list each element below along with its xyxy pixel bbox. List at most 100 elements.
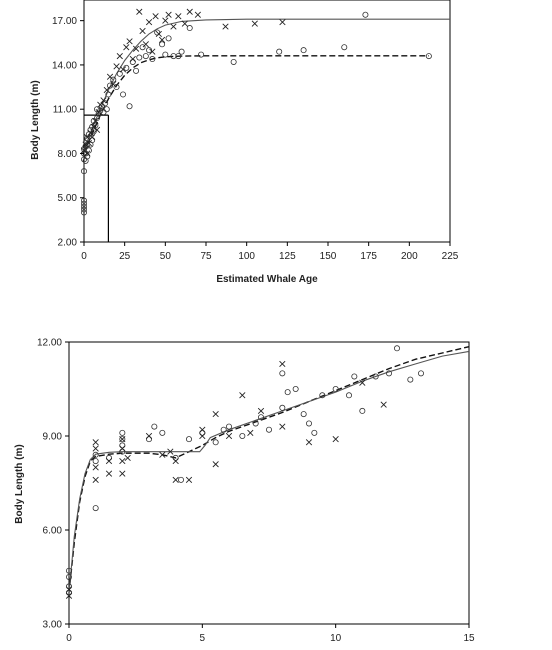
circle-point bbox=[100, 109, 107, 116]
x-point bbox=[380, 401, 387, 408]
x-point bbox=[162, 17, 169, 24]
x-point bbox=[129, 55, 136, 63]
y-tick-label: 17.00 bbox=[52, 16, 77, 27]
x-tick-label: 175 bbox=[360, 251, 377, 262]
circle-point bbox=[129, 58, 136, 65]
x-point bbox=[175, 13, 182, 20]
y-axis-ticks: 3.00 6.00 9.00 12.00 bbox=[37, 338, 69, 631]
circle-point bbox=[425, 53, 432, 60]
circle-point bbox=[198, 51, 205, 58]
x-point bbox=[119, 470, 126, 477]
circle-point bbox=[103, 106, 110, 113]
x-point bbox=[257, 407, 265, 415]
circle-point bbox=[186, 25, 193, 32]
x-point bbox=[152, 13, 159, 20]
x-point bbox=[97, 101, 104, 108]
circle-point bbox=[175, 53, 182, 60]
x-point bbox=[332, 436, 339, 443]
x-tick-label: 10 bbox=[330, 633, 342, 644]
x-point bbox=[65, 586, 73, 593]
x-tick-label: 25 bbox=[119, 251, 131, 262]
x-point bbox=[194, 11, 201, 18]
x-point bbox=[165, 11, 172, 18]
circle-point bbox=[276, 48, 283, 55]
y-tick-label: 5.00 bbox=[58, 193, 78, 204]
x-point bbox=[123, 44, 130, 51]
circle-point bbox=[120, 91, 127, 98]
x-point bbox=[113, 63, 120, 70]
circle-point bbox=[159, 41, 166, 48]
circle-point bbox=[149, 56, 156, 63]
x-point bbox=[305, 439, 313, 446]
circle-point bbox=[133, 67, 140, 74]
x-point bbox=[84, 150, 91, 157]
circle-point bbox=[90, 128, 97, 135]
circle-point bbox=[119, 436, 126, 443]
circle-point bbox=[113, 84, 120, 91]
x-point bbox=[103, 86, 110, 94]
circle-point bbox=[292, 385, 299, 392]
dashed-fit-curve bbox=[83, 55, 429, 153]
circle-point bbox=[146, 47, 153, 54]
y-tick-label: 3.00 bbox=[43, 620, 63, 631]
x-point bbox=[172, 457, 179, 465]
circle-point bbox=[372, 373, 379, 380]
solid-fit-curve bbox=[68, 350, 470, 593]
circle-point bbox=[81, 156, 88, 163]
circle-point bbox=[319, 392, 326, 399]
circle-point bbox=[362, 11, 369, 18]
x-point bbox=[142, 41, 149, 48]
x-point bbox=[199, 426, 206, 433]
circle-point bbox=[110, 76, 117, 83]
x-point bbox=[92, 476, 99, 483]
y-tick-label: 12.00 bbox=[37, 338, 62, 349]
circle-point bbox=[92, 458, 99, 465]
circle-point bbox=[393, 345, 400, 352]
circle-point bbox=[81, 203, 88, 210]
circle-point bbox=[341, 44, 348, 51]
x-point bbox=[186, 8, 193, 15]
solid-fit-curve bbox=[83, 18, 450, 151]
x-tick-label: 225 bbox=[442, 251, 459, 262]
x-tick-label: 50 bbox=[160, 251, 172, 262]
x-point bbox=[119, 457, 126, 465]
y-axis-ticks: 2.00 5.00 8.00 11.00 14.00 17.00 bbox=[52, 16, 84, 249]
x-point bbox=[84, 134, 91, 141]
x-tick-label: 200 bbox=[401, 251, 418, 262]
x-point bbox=[212, 461, 219, 468]
circle-point bbox=[136, 54, 143, 61]
circle-point bbox=[300, 47, 307, 54]
circle-point bbox=[81, 168, 88, 175]
x-point bbox=[251, 20, 258, 27]
x-point bbox=[65, 592, 73, 599]
x-point bbox=[119, 436, 126, 443]
circle-point bbox=[212, 439, 219, 446]
circle-point bbox=[81, 206, 88, 213]
x-point bbox=[185, 476, 193, 483]
x-point bbox=[82, 141, 89, 148]
x-tick-label: 0 bbox=[66, 633, 72, 644]
circle-point bbox=[92, 505, 99, 512]
y-axis-title: Body Length (m) bbox=[14, 444, 25, 523]
circle-point bbox=[257, 414, 264, 421]
circle-point bbox=[162, 51, 169, 58]
x-point bbox=[105, 470, 113, 477]
x-tick-label: 100 bbox=[238, 251, 255, 262]
x-point bbox=[92, 117, 99, 125]
circle-point bbox=[159, 429, 166, 436]
x-point bbox=[155, 30, 162, 38]
x-point bbox=[93, 126, 101, 133]
x-point bbox=[126, 38, 133, 45]
circle-point bbox=[66, 567, 73, 574]
circle-point bbox=[239, 432, 246, 439]
fit-curves bbox=[83, 18, 450, 153]
x-tick-label: 125 bbox=[279, 251, 296, 262]
x-point bbox=[85, 140, 92, 147]
x-axis-ticks: 0 5 10 15 bbox=[66, 624, 475, 644]
circle-point bbox=[230, 58, 237, 65]
x-point bbox=[110, 80, 117, 88]
x-point bbox=[92, 464, 99, 471]
circle-point bbox=[85, 147, 92, 154]
circle-point bbox=[126, 103, 133, 110]
y-tick-label: 14.00 bbox=[52, 60, 77, 71]
